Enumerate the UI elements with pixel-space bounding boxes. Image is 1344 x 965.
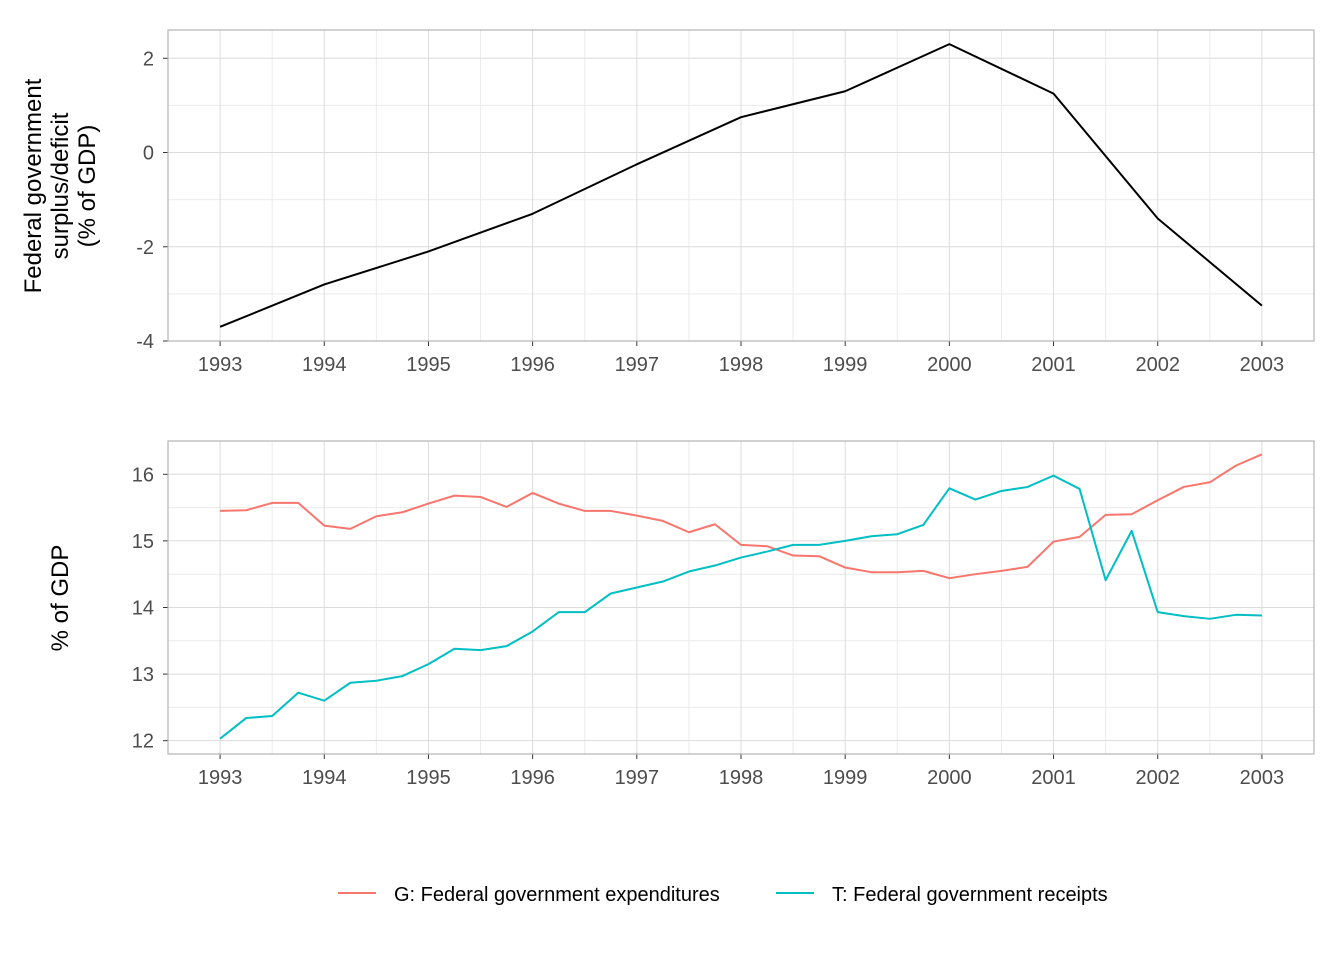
y-tick-label: 13 <box>132 664 154 686</box>
y-tick-label: 14 <box>132 597 154 619</box>
y-tick-label: 15 <box>132 531 154 553</box>
series-line-receipts <box>219 474 1262 740</box>
x-tick-label: 1995 <box>406 354 451 376</box>
x-tick-label: 1996 <box>510 767 555 789</box>
y-tick-label: 2 <box>143 48 154 70</box>
x-tick-label: 1995 <box>406 767 451 789</box>
x-tick-label: 2003 <box>1240 354 1285 376</box>
x-tick-label: 2003 <box>1240 767 1285 789</box>
series-line-surplus-deficit <box>219 43 1263 328</box>
y-axis-title: % of GDP <box>47 545 74 652</box>
x-tick-label: 2001 <box>1031 767 1076 789</box>
y-tick-label: 0 <box>143 143 154 165</box>
panel-border <box>167 440 1315 755</box>
y-axis-title: Federal governmentsurplus/deficit(% of G… <box>20 78 101 293</box>
x-tick-label: 2001 <box>1031 354 1076 376</box>
x-tick-label: 1999 <box>823 354 868 376</box>
x-tick-label: 1997 <box>615 354 660 376</box>
x-tick-label: 1993 <box>198 354 243 376</box>
panel-surplus-deficit: 1993 1994 1995 1996 1997 1998 1999 2000 2001 2002… <box>20 29 1315 376</box>
x-tick-label: 2002 <box>1135 767 1180 789</box>
x-tick-label: 1998 <box>719 767 764 789</box>
panel-expenditures-receipts: 1993 1994 1995 1996 1997 1998 1999 2000 2001 2002… <box>47 440 1315 789</box>
legend-label-expenditures: G: Federal government expenditures <box>394 884 720 906</box>
y-tick-label: 12 <box>132 731 154 753</box>
y-axis-title-line: % of GDP <box>47 545 74 652</box>
y-tick-label: -4 <box>136 331 154 353</box>
x-tick-label: 2000 <box>927 767 972 789</box>
y-axis-title-line: surplus/deficit <box>47 112 74 259</box>
legend-label-receipts: T: Federal government receipts <box>832 884 1108 906</box>
x-tick-label: 1993 <box>198 767 243 789</box>
x-tick-label: 2002 <box>1135 354 1180 376</box>
y-tick-label: -2 <box>136 237 154 259</box>
legend: G: Federal government expenditures T: Fed… <box>338 884 1108 906</box>
y-axis-title-line: (% of GDP) <box>74 125 101 248</box>
x-tick-label: 1998 <box>719 354 764 376</box>
y-axis-title-line: Federal government <box>20 78 47 293</box>
x-tick-label: 1996 <box>510 354 555 376</box>
x-tick-label: 1994 <box>302 354 347 376</box>
panel-border <box>167 29 1315 342</box>
x-tick-label: 1999 <box>823 767 868 789</box>
x-tick-label: 2000 <box>927 354 972 376</box>
x-tick-label: 1997 <box>615 767 660 789</box>
x-tick-label: 1994 <box>302 767 347 789</box>
series-line-expenditures <box>220 453 1263 580</box>
y-tick-label: 16 <box>132 464 154 486</box>
